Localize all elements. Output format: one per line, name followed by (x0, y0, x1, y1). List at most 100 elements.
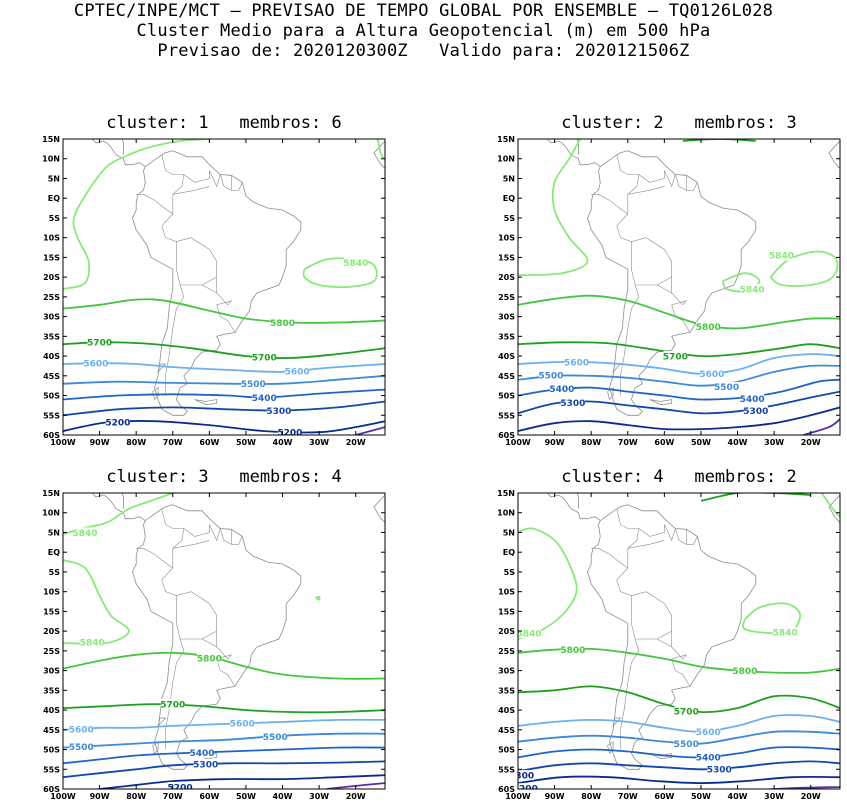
contour-label-5400: 5400 (549, 385, 574, 395)
country-border (172, 540, 210, 549)
contour-label-bg (266, 405, 291, 416)
y-tick-label: 35S (43, 332, 60, 341)
contour-label-5400: 5400 (252, 394, 277, 404)
panel-3-map: 5840 5840 5800 5700 5600 5600 5500 5500 54005300… (42, 489, 386, 801)
contour-line-5700 (682, 139, 756, 142)
panel-2-map: 5840584058005700560056005500550054005400… (497, 135, 841, 447)
y-tick-label: 60S (498, 431, 515, 440)
y-tick-label: 10N (497, 155, 515, 164)
contour-label-bg (343, 257, 368, 268)
y-tick-label: 25S (43, 647, 60, 656)
contour-line-5840 (302, 257, 378, 289)
contour-label-5500: 5500 (69, 743, 94, 753)
contour-label-bg (83, 358, 108, 369)
contour-label-5200: 5200 (513, 785, 538, 795)
contour-label-5840: 5840 (72, 529, 97, 539)
contour-line-5200 (518, 775, 840, 784)
contour-label-5500: 5500 (241, 380, 266, 390)
y-tick-label: 5N (503, 528, 515, 537)
country-border (631, 591, 672, 632)
x-tick-label: 80W (581, 438, 601, 447)
island-outline (152, 386, 159, 401)
x-tick-label: 100W (50, 438, 76, 447)
central-america-outline (92, 139, 124, 155)
island-outline (607, 386, 614, 401)
y-tick-label: 55S (43, 411, 60, 420)
map-content: 5840584058005700560056005500550054005400… (518, 139, 840, 435)
contour-line-5500 (63, 374, 385, 385)
x-tick-label: 70W (618, 792, 638, 801)
contour-label-bg (168, 782, 193, 789)
contour-label-5400: 5400 (696, 754, 721, 764)
panel-1-title: cluster: 1 membros: 6 (106, 113, 342, 133)
contour-label-bg (197, 652, 222, 663)
y-tick-label: 15S (498, 253, 515, 262)
panel-1-map: 5840 5800 5700 5700 5600 5600 5500 5400 5300 5200… (42, 135, 386, 447)
country-border (176, 237, 217, 278)
contour-label-bg (732, 665, 757, 676)
y-tick-label: 5S (49, 568, 61, 577)
country-border (231, 536, 243, 545)
country-border (201, 284, 236, 333)
contour-label-5700: 5700 (87, 339, 112, 349)
contour-label-bg (560, 644, 585, 655)
contour-line-5840 (376, 139, 385, 160)
contour-line-5200 (91, 774, 385, 789)
contour-label-bg (230, 718, 255, 729)
contour-label-5700: 5700 (160, 700, 185, 710)
contour-label-5800: 5800 (696, 323, 721, 333)
x-tick-label: 40W (273, 792, 293, 801)
y-tick-label: 30S (498, 667, 515, 676)
y-tick-label: 60S (498, 785, 515, 794)
contour-line-5840 (820, 493, 840, 518)
contour-label-5300: 5300 (560, 399, 585, 409)
x-tick-label: 90W (545, 792, 565, 801)
map-frame (62, 138, 386, 436)
country-border (172, 186, 210, 195)
y-tick-label: 40S (43, 706, 60, 715)
contour-line-5100 (355, 426, 385, 435)
contour-label-bg (769, 250, 794, 261)
y-tick-label: 30S (498, 313, 515, 322)
contour-label-5840: 5840 (516, 629, 541, 639)
contour-label-5400: 5400 (190, 749, 215, 759)
africa-coast-outline (828, 494, 840, 523)
y-tick-label: 30S (43, 667, 60, 676)
country-border (631, 237, 672, 278)
contour-line-5300 (63, 400, 385, 417)
country-border (161, 508, 185, 568)
x-tick-label: 20W (346, 438, 366, 447)
central-america-outline (92, 139, 146, 167)
country-border (616, 154, 640, 214)
island-outline (649, 399, 673, 405)
contour-line-5600 (63, 718, 385, 731)
contour-label-5600: 5600 (230, 719, 255, 729)
country-border (136, 548, 173, 569)
y-tick-label: 25S (498, 293, 515, 302)
contour-label-bg (160, 699, 185, 710)
y-tick-label: 5N (48, 528, 60, 537)
contour-label-5300: 5300 (266, 407, 291, 417)
country-border (201, 638, 236, 687)
contour-label-bg (674, 706, 699, 717)
contour-label-bg (538, 370, 563, 381)
contour-label-5200: 5200 (168, 783, 193, 793)
contour-label-bg (564, 356, 589, 367)
x-tick-label: 80W (581, 792, 601, 801)
y-tick-label: 35S (498, 332, 515, 341)
map-frame (517, 138, 841, 436)
contour-label-5200: 5300 (509, 771, 534, 781)
y-tick-label: 25S (498, 647, 515, 656)
contour-line-5840 (518, 527, 578, 640)
contour-line-5100 (757, 786, 840, 789)
x-tick-label: 40W (273, 438, 293, 447)
country-border (161, 213, 177, 270)
x-tick-label: 80W (126, 438, 146, 447)
x-tick-label: 30W (309, 438, 329, 447)
contour-line-5400 (63, 388, 385, 401)
panel-4-title: cluster: 4 membros: 2 (561, 467, 797, 487)
x-tick-label: 40W (728, 792, 748, 801)
country-border (209, 524, 221, 542)
country-border (136, 194, 173, 215)
contour-label-bg (80, 637, 105, 648)
